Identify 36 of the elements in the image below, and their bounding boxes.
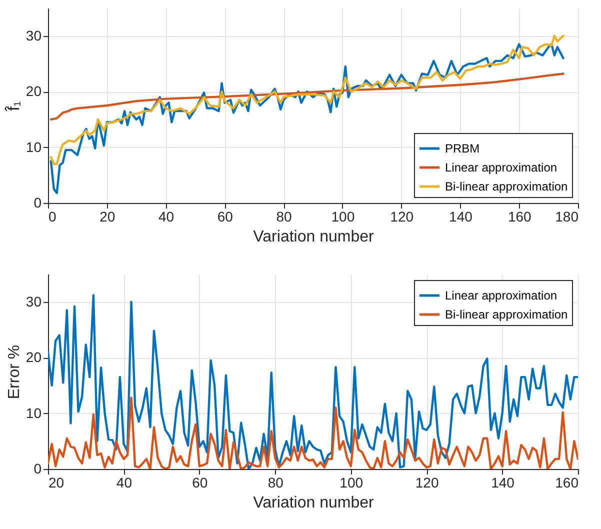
y-tick-label: 30 — [26, 293, 42, 310]
x-tick-label: 80 — [276, 208, 292, 224]
x-tick-label: 100 — [331, 208, 355, 224]
x-tick-label: 120 — [390, 208, 414, 224]
x-tick-label: 160 — [508, 208, 532, 224]
x-axis-title: Variation number — [253, 494, 374, 512]
x-tick-label: 20 — [100, 208, 116, 224]
x-tick-label: 160 — [555, 474, 579, 490]
x-tick-label: 100 — [340, 474, 364, 490]
legend-label: PRBM — [445, 142, 480, 156]
x-tick-label: 180 — [555, 208, 579, 224]
y-tick-label: 20 — [26, 83, 42, 100]
legend-label: Bi-linear approximation — [445, 180, 568, 194]
line-series — [50, 72, 564, 121]
y-axis-title: f̂₁ — [4, 101, 23, 112]
x-tick-label: 60 — [217, 208, 234, 224]
x-tick-label: 40 — [116, 474, 132, 490]
x-tick-label: 120 — [415, 474, 439, 490]
y-tick-label: 10 — [26, 404, 42, 421]
x-tick-label: 140 — [491, 474, 515, 490]
legend-label: Bi-linear approximation — [445, 308, 568, 322]
x-tick-label: 60 — [192, 474, 208, 490]
y-tick-label: 0 — [34, 194, 42, 210]
legend-label: Linear approximation — [445, 288, 558, 302]
x-tick-label: 20 — [48, 474, 64, 490]
x-axis-title: Variation number — [253, 228, 374, 246]
y-tick-label: 0 — [34, 460, 42, 476]
y-tick-label: 20 — [26, 349, 42, 366]
x-tick-label: 40 — [158, 208, 174, 224]
y-axis-title: Error % — [6, 344, 23, 400]
x-tick-label: 80 — [268, 474, 284, 490]
y-tick-label: 10 — [26, 138, 42, 155]
x-tick-label: 0 — [48, 208, 56, 224]
y-tick-label: 30 — [26, 27, 42, 44]
legend-label: Linear approximation — [445, 160, 558, 174]
x-tick-label: 140 — [449, 208, 473, 224]
